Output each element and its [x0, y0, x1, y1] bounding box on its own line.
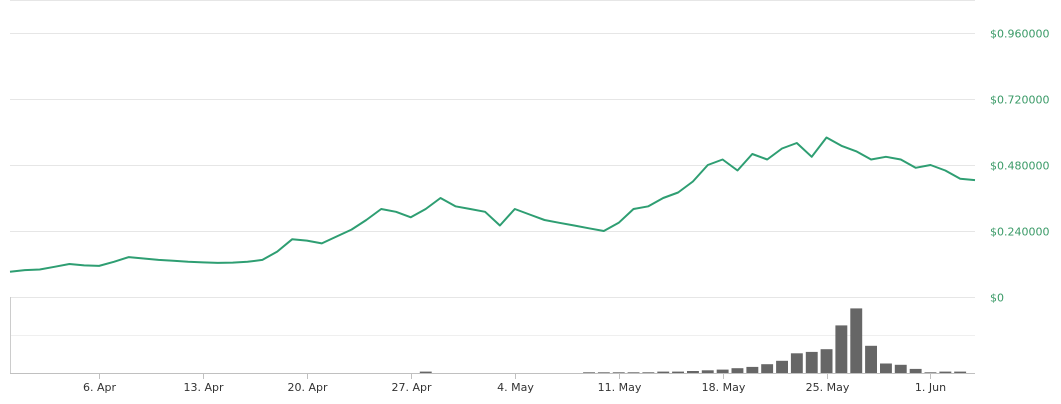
- y-tick-label: $0.480000: [990, 160, 1050, 173]
- price-line: [9, 136, 976, 273]
- x-tick-label: 27. Apr: [391, 381, 431, 394]
- volume-bar: [642, 372, 655, 373]
- volume-bar: [612, 372, 625, 373]
- x-tick-label: 4. May: [497, 381, 534, 394]
- volume-bar: [790, 353, 803, 373]
- y-axis-labels: $0 $0.240000 $0.480000 $0.720000 $0.960000: [990, 28, 1050, 305]
- volume-bar: [583, 372, 595, 373]
- volume-bar: [716, 369, 729, 373]
- x-tick-label: 25. May: [806, 381, 850, 394]
- price-plot: [9, 136, 976, 273]
- x-tick-label: 18. May: [702, 381, 746, 394]
- volume-bar: [419, 371, 432, 373]
- volume-bar: [597, 372, 610, 373]
- volume-bar: [761, 364, 774, 373]
- x-tick-label: 11. May: [598, 381, 642, 394]
- volume-bar: [805, 351, 818, 373]
- volume-bar: [731, 368, 744, 373]
- volume-bar: [687, 371, 699, 373]
- y-tick-label: $0.720000: [990, 94, 1050, 107]
- volume-bar: [850, 308, 863, 373]
- volume-bar: [924, 372, 937, 373]
- volume-plot: [419, 308, 967, 373]
- x-tick-label: 20. Apr: [287, 381, 327, 394]
- volume-bar: [939, 371, 952, 373]
- y-tick-label: $0.240000: [990, 226, 1050, 239]
- volume-bar: [746, 366, 759, 373]
- x-tick-label: 1. Jun: [915, 381, 946, 394]
- grid-lines: [10, 0, 975, 374]
- volume-bar: [954, 371, 967, 373]
- volume-bar: [880, 363, 892, 373]
- x-tick-label: 13. Apr: [183, 381, 223, 394]
- volume-bar: [894, 364, 907, 373]
- y-tick-label: $0: [990, 292, 1004, 305]
- volume-bar: [865, 345, 877, 373]
- y-tick-label: $0.960000: [990, 28, 1050, 41]
- volume-bar: [909, 368, 922, 373]
- volume-bar: [835, 325, 848, 373]
- volume-bar: [657, 371, 670, 373]
- volume-bar: [627, 372, 640, 373]
- x-tick-label: 6. Apr: [83, 381, 116, 394]
- volume-bar: [776, 360, 788, 373]
- volume-bar: [701, 370, 714, 373]
- volume-bar: [672, 371, 684, 373]
- volume-bar: [820, 349, 833, 373]
- x-axis-labels: 6. Apr 13. Apr 20. Apr 27. Apr 4. May 11. May…: [83, 373, 946, 394]
